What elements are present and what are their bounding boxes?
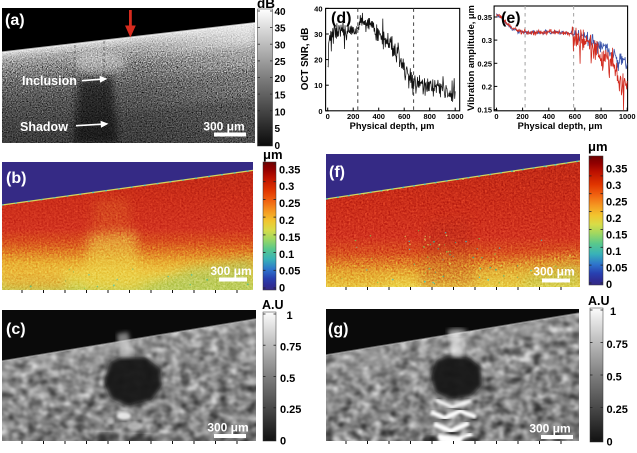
svg-text:0.15: 0.15 xyxy=(279,232,300,244)
svg-text:0: 0 xyxy=(275,141,281,152)
svg-text:0.1: 0.1 xyxy=(279,249,294,261)
svg-text:OCT SNR, dB: OCT SNR, dB xyxy=(300,28,311,91)
svg-text:0.5: 0.5 xyxy=(607,371,622,383)
svg-text:Shadow: Shadow xyxy=(20,120,68,134)
svg-text:μm: μm xyxy=(263,147,283,162)
svg-text:0.2: 0.2 xyxy=(482,82,492,91)
svg-text:0.35: 0.35 xyxy=(477,13,492,22)
svg-text:0.3: 0.3 xyxy=(606,180,621,192)
svg-text:μm: μm xyxy=(588,139,608,154)
svg-text:0.25: 0.25 xyxy=(606,196,627,208)
svg-text:0.35: 0.35 xyxy=(606,163,627,175)
svg-text:0: 0 xyxy=(280,435,286,447)
svg-text:800: 800 xyxy=(423,112,436,121)
svg-text:300 μm: 300 μm xyxy=(203,120,244,134)
svg-text:20: 20 xyxy=(275,74,287,85)
svg-text:1: 1 xyxy=(287,310,293,322)
svg-text:300 μm: 300 μm xyxy=(533,265,574,279)
svg-text:200: 200 xyxy=(516,112,529,121)
svg-text:0.3: 0.3 xyxy=(482,36,492,45)
svg-text:0: 0 xyxy=(494,112,498,121)
svg-text:0.1: 0.1 xyxy=(606,246,621,258)
svg-text:300 μm: 300 μm xyxy=(207,421,248,435)
svg-text:0.15: 0.15 xyxy=(606,229,627,241)
svg-text:0.2: 0.2 xyxy=(279,215,294,227)
svg-text:30: 30 xyxy=(314,30,322,39)
svg-text:10: 10 xyxy=(275,107,287,118)
svg-text:(e): (e) xyxy=(501,10,521,27)
svg-text:0.3: 0.3 xyxy=(279,181,294,193)
svg-text:dB: dB xyxy=(257,0,275,11)
svg-text:0: 0 xyxy=(607,436,613,448)
svg-text:0.35: 0.35 xyxy=(279,164,300,176)
svg-text:300 μm: 300 μm xyxy=(210,264,251,278)
svg-text:0.75: 0.75 xyxy=(280,342,301,354)
svg-text:0.15: 0.15 xyxy=(477,106,492,115)
svg-text:0.25: 0.25 xyxy=(280,404,301,416)
svg-text:Inclusion: Inclusion xyxy=(22,74,77,88)
svg-text:0: 0 xyxy=(279,283,285,295)
svg-text:A.U: A.U xyxy=(588,294,610,308)
svg-text:35: 35 xyxy=(275,24,287,35)
svg-text:600: 600 xyxy=(398,112,411,121)
svg-text:0.2: 0.2 xyxy=(606,213,621,225)
svg-text:40: 40 xyxy=(275,7,287,18)
svg-text:25: 25 xyxy=(275,57,287,68)
svg-text:0: 0 xyxy=(326,112,330,121)
svg-text:(b): (b) xyxy=(6,170,26,187)
svg-text:300 μm: 300 μm xyxy=(529,422,570,436)
svg-text:0.05: 0.05 xyxy=(606,262,627,274)
svg-text:1000: 1000 xyxy=(619,112,636,121)
svg-text:0.25: 0.25 xyxy=(607,404,628,416)
svg-text:(d): (d) xyxy=(331,10,351,27)
svg-text:0.75: 0.75 xyxy=(607,339,628,351)
svg-text:0.25: 0.25 xyxy=(477,59,492,68)
svg-text:400: 400 xyxy=(543,112,556,121)
svg-text:A.U: A.U xyxy=(262,298,284,312)
svg-text:0: 0 xyxy=(318,107,322,116)
svg-text:(a): (a) xyxy=(5,12,25,29)
svg-text:1000: 1000 xyxy=(447,112,464,121)
svg-text:40: 40 xyxy=(314,4,322,13)
svg-text:10: 10 xyxy=(314,81,322,90)
svg-text:(g): (g) xyxy=(328,321,348,338)
svg-text:1: 1 xyxy=(610,306,616,318)
svg-text:0: 0 xyxy=(606,279,612,291)
svg-text:20: 20 xyxy=(314,56,322,65)
svg-text:0.05: 0.05 xyxy=(279,266,300,278)
svg-text:(c): (c) xyxy=(6,321,26,338)
svg-text:30: 30 xyxy=(275,40,287,51)
svg-text:Vibration amplitude, μm: Vibration amplitude, μm xyxy=(466,5,476,111)
svg-text:400: 400 xyxy=(372,112,385,121)
svg-text:15: 15 xyxy=(275,91,287,102)
svg-text:800: 800 xyxy=(595,112,608,121)
svg-text:Physical depth, μm: Physical depth, μm xyxy=(350,121,435,131)
svg-text:0.25: 0.25 xyxy=(279,198,300,210)
svg-text:600: 600 xyxy=(569,112,582,121)
svg-text:200: 200 xyxy=(347,112,360,121)
svg-text:5: 5 xyxy=(275,124,281,135)
svg-text:Physical depth, μm: Physical depth, μm xyxy=(518,121,603,131)
svg-text:0.5: 0.5 xyxy=(280,373,295,385)
svg-text:(f): (f) xyxy=(329,164,345,181)
